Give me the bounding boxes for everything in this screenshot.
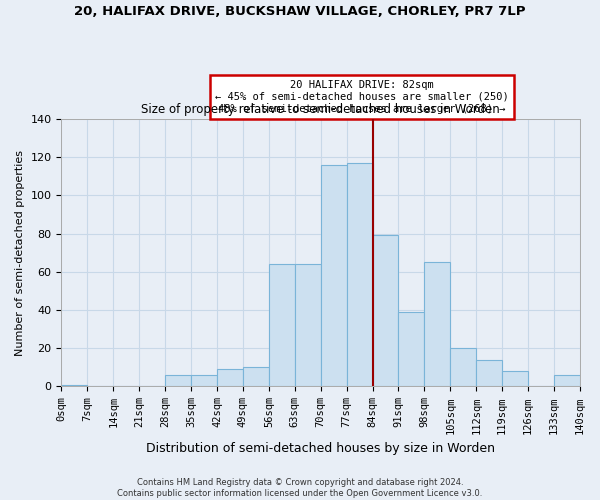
X-axis label: Distribution of semi-detached houses by size in Worden: Distribution of semi-detached houses by … [146,442,495,455]
Bar [373,236,398,386]
Bar [191,375,217,386]
Bar [476,360,502,386]
Bar [398,312,424,386]
Bar [295,264,321,386]
Text: Contains HM Land Registry data © Crown copyright and database right 2024.
Contai: Contains HM Land Registry data © Crown c… [118,478,482,498]
Text: 20, HALIFAX DRIVE, BUCKSHAW VILLAGE, CHORLEY, PR7 7LP: 20, HALIFAX DRIVE, BUCKSHAW VILLAGE, CHO… [74,5,526,18]
Title: Size of property relative to semi-detached houses in Worden: Size of property relative to semi-detach… [142,104,500,117]
Bar [451,348,476,387]
Bar [243,368,269,386]
Bar [554,375,580,386]
Y-axis label: Number of semi-detached properties: Number of semi-detached properties [15,150,25,356]
Bar [347,163,373,386]
Bar [217,369,243,386]
Text: 20 HALIFAX DRIVE: 82sqm
← 45% of semi-detached houses are smaller (250)
48% of s: 20 HALIFAX DRIVE: 82sqm ← 45% of semi-de… [215,80,509,114]
Bar [424,262,451,386]
Bar [61,384,88,386]
Bar [165,375,191,386]
Bar [502,371,528,386]
Bar [321,165,347,386]
Bar [269,264,295,386]
